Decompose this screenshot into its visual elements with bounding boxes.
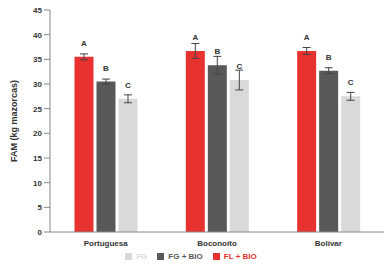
svg-text:15: 15 bbox=[33, 154, 42, 163]
svg-text:A: A bbox=[81, 39, 87, 48]
svg-text:A: A bbox=[304, 33, 310, 42]
svg-text:10: 10 bbox=[33, 179, 42, 188]
svg-text:Portuguesa: Portuguesa bbox=[84, 239, 129, 248]
svg-text:Bolívar: Bolívar bbox=[315, 239, 342, 248]
svg-text:45: 45 bbox=[33, 6, 42, 15]
svg-text:B: B bbox=[326, 53, 332, 62]
svg-text:0: 0 bbox=[38, 228, 43, 237]
svg-text:25: 25 bbox=[33, 105, 42, 114]
html-text:FG: FG bbox=[136, 252, 148, 261]
svg-text:FAM (kg mazorcas): FAM (kg mazorcas) bbox=[9, 80, 19, 162]
html-text:FL + BIO: FL + BIO bbox=[223, 252, 257, 261]
svg-text:B: B bbox=[214, 47, 220, 56]
svg-text:Boconoíto: Boconoíto bbox=[197, 239, 237, 248]
svg-text:C: C bbox=[348, 78, 354, 87]
svg-text:5: 5 bbox=[38, 203, 43, 212]
svg-text:30: 30 bbox=[33, 80, 42, 89]
svg-text:C: C bbox=[236, 62, 242, 71]
html-text:FG + BIO: FG + BIO bbox=[168, 252, 203, 261]
svg-text:35: 35 bbox=[33, 55, 42, 64]
svg-text:20: 20 bbox=[33, 129, 42, 138]
svg-text:B: B bbox=[103, 64, 109, 73]
svg-text:A: A bbox=[192, 33, 198, 42]
svg-text:C: C bbox=[125, 81, 131, 90]
svg-text:40: 40 bbox=[33, 31, 42, 40]
